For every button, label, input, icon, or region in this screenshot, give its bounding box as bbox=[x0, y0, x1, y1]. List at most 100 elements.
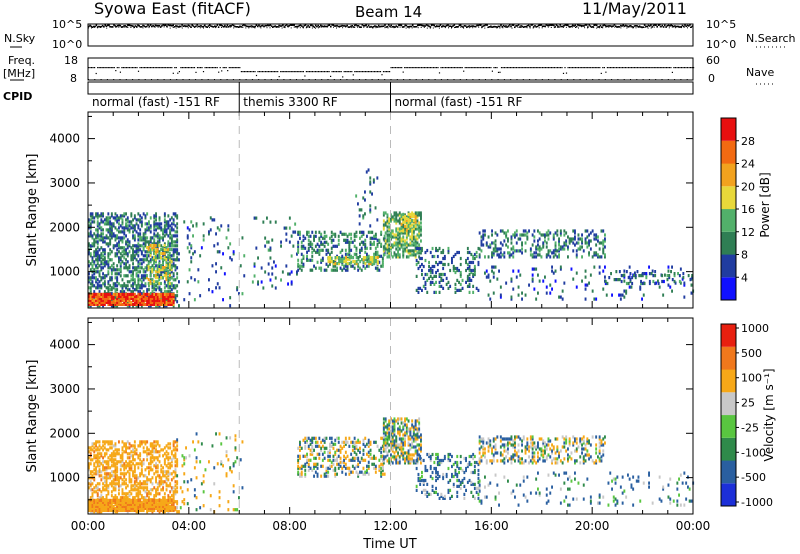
heatmap-cell bbox=[318, 230, 321, 234]
heatmap-cell bbox=[155, 224, 157, 228]
freq-point bbox=[255, 74, 258, 77]
nsky-frame bbox=[87, 23, 694, 47]
heatmap-cell bbox=[95, 300, 97, 304]
heatmap-cell bbox=[183, 220, 186, 224]
heatmap-cell bbox=[325, 268, 328, 272]
heatmap-cell bbox=[144, 294, 147, 298]
heatmap-cell bbox=[130, 460, 133, 464]
heatmap-cell bbox=[299, 264, 301, 268]
heatmap-cell bbox=[146, 246, 148, 250]
heatmap-cell bbox=[551, 251, 553, 255]
heatmap-cell bbox=[485, 269, 488, 273]
heatmap-cell bbox=[170, 228, 173, 232]
heatmap-cell bbox=[417, 286, 420, 290]
heatmap-cell bbox=[365, 170, 368, 174]
nsearch-point bbox=[460, 26, 462, 28]
heatmap-cell bbox=[119, 456, 122, 460]
heatmap-cell bbox=[409, 218, 412, 222]
heatmap-cell bbox=[411, 237, 414, 241]
heatmap-cell bbox=[118, 250, 120, 254]
heatmap-cell bbox=[118, 452, 120, 456]
heatmap-cell bbox=[103, 282, 106, 286]
heatmap-cell bbox=[478, 253, 481, 257]
heatmap-cell bbox=[153, 222, 156, 226]
heatmap-cell bbox=[176, 284, 179, 288]
heatmap-cell bbox=[121, 220, 124, 224]
heatmap-cell bbox=[95, 460, 97, 464]
heatmap-cell bbox=[400, 228, 403, 232]
heatmap-cell bbox=[140, 266, 143, 270]
heatmap-cell bbox=[163, 248, 166, 252]
heatmap-cell bbox=[160, 276, 162, 280]
heatmap-cell bbox=[100, 260, 103, 264]
heatmap-cell bbox=[473, 272, 476, 277]
heatmap-cell bbox=[107, 296, 110, 300]
heatmap-cell bbox=[126, 298, 129, 302]
heatmap-cell bbox=[421, 248, 423, 253]
heatmap-cell bbox=[163, 280, 166, 284]
heatmap-cell bbox=[496, 277, 499, 281]
heatmap-cell bbox=[114, 254, 117, 258]
heatmap-cell bbox=[589, 273, 592, 277]
heatmap-cell bbox=[288, 226, 291, 230]
freq-point bbox=[466, 67, 468, 69]
heatmap-cell bbox=[133, 464, 136, 468]
heatmap-cell bbox=[144, 468, 147, 472]
heatmap-cell bbox=[137, 496, 140, 500]
heatmap-cell bbox=[153, 214, 156, 218]
nave-point bbox=[113, 79, 115, 80]
freq-point bbox=[240, 71, 242, 73]
heatmap-cell bbox=[96, 492, 99, 496]
heatmap-cell bbox=[95, 266, 97, 270]
heatmap-cell bbox=[151, 258, 154, 262]
heatmap-cell bbox=[154, 250, 157, 254]
heatmap-cell bbox=[133, 296, 136, 300]
heatmap-cell bbox=[130, 212, 133, 216]
heatmap-cell bbox=[170, 292, 173, 296]
heatmap-cell bbox=[297, 248, 300, 252]
heatmap-cell bbox=[114, 468, 117, 472]
heatmap-cell bbox=[160, 294, 163, 298]
heatmap-cell bbox=[554, 231, 557, 235]
heatmap-cell bbox=[98, 234, 101, 238]
nave-point bbox=[302, 79, 304, 80]
heatmap-cell bbox=[273, 260, 275, 264]
heatmap-cell bbox=[132, 298, 134, 302]
freq-point bbox=[375, 71, 377, 73]
heatmap-cell bbox=[673, 272, 676, 276]
heatmap-cell bbox=[602, 229, 605, 233]
heatmap-cell bbox=[88, 260, 90, 264]
heatmap-cell bbox=[140, 222, 143, 226]
heatmap-cell bbox=[140, 486, 143, 490]
heatmap-cell bbox=[395, 253, 398, 257]
heatmap-cell bbox=[558, 255, 560, 259]
heatmap-cell bbox=[167, 256, 170, 260]
heatmap-cell bbox=[110, 232, 113, 236]
freq-point bbox=[286, 71, 288, 73]
heatmap-cell bbox=[133, 224, 136, 228]
nave-point bbox=[195, 79, 197, 80]
heatmap-cell bbox=[336, 262, 339, 266]
heatmap-cell bbox=[544, 235, 546, 239]
heatmap-cell bbox=[146, 440, 149, 444]
nsky-point bbox=[125, 26, 128, 28]
heatmap-cell bbox=[114, 496, 117, 500]
freq-point bbox=[417, 67, 419, 69]
nsearch-point bbox=[553, 27, 555, 29]
nsearch-point bbox=[133, 27, 135, 29]
heatmap-cell bbox=[375, 256, 377, 260]
heatmap-cell bbox=[140, 250, 143, 254]
heatmap-cell bbox=[405, 249, 408, 253]
heatmap-cell bbox=[96, 258, 99, 262]
nsky-point bbox=[482, 25, 485, 27]
heatmap-cell bbox=[132, 496, 134, 500]
cpid-mode-label: normal (fast) -151 RF bbox=[92, 95, 220, 109]
nsky-point bbox=[415, 25, 418, 28]
heatmap-cell bbox=[119, 284, 122, 288]
heatmap-cell bbox=[584, 275, 587, 279]
heatmap-cell bbox=[91, 302, 94, 306]
heatmap-cell bbox=[153, 232, 156, 236]
heatmap-cell bbox=[95, 470, 97, 474]
nave-point bbox=[88, 79, 89, 80]
nave-point bbox=[415, 79, 417, 80]
